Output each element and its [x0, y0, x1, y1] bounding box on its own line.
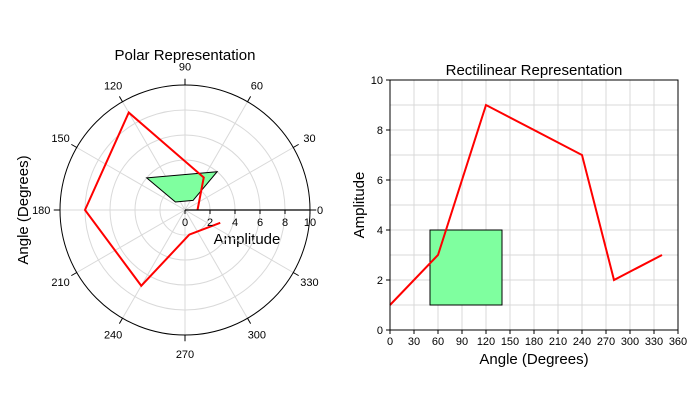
rect-x-tick-label: 90: [456, 336, 468, 348]
polar-angle-tick: [247, 96, 252, 102]
polar-grid-spoke: [184, 147, 294, 211]
rect-x-tick-label: 120: [477, 336, 495, 348]
rect-x-tick-label: 300: [621, 336, 639, 348]
polar-angle-tick-label: 90: [179, 61, 191, 73]
polar-radial-tick-label: 2: [207, 217, 213, 229]
rect-title: Rectilinear Representation: [446, 62, 623, 79]
polar-title: Polar Representation: [115, 47, 256, 64]
polar-angle-tick-label: 270: [176, 349, 194, 361]
polar-angle-tick-label: 180: [32, 205, 50, 217]
rect-x-tick-label: 270: [597, 336, 615, 348]
polar-angle-tick: [118, 318, 123, 324]
polar-grid-spoke: [184, 209, 248, 319]
polar-angle-tick-label: 210: [51, 277, 69, 289]
polar-radial-tick-label: 6: [257, 217, 263, 229]
rect-y-tick-label: 4: [377, 225, 383, 237]
rect-x-tick-label: 150: [501, 336, 519, 348]
polar-radial-label: Amplitude: [214, 231, 281, 248]
polar-radial-tick-label: 8: [282, 217, 288, 229]
rect-x-tick-label: 0: [387, 336, 393, 348]
rect-y-tick-label: 10: [371, 75, 383, 87]
polar-angle-tick-label: 120: [104, 81, 122, 93]
polar-grid-spoke: [76, 209, 186, 273]
polar-angle-tick: [293, 143, 299, 148]
rect-x-tick-label: 180: [525, 336, 543, 348]
rect-tick-labels: 0 30 60 90 120 150 180 210 240 270 300 330 360 0 2 4 6 8 1…: [371, 75, 687, 348]
polar-angle-tick-label: 240: [104, 329, 122, 341]
polar-angle-tick-label: 300: [248, 329, 266, 341]
polar-angle-tick: [71, 272, 77, 277]
polar-radial-tick-label: 0: [182, 217, 188, 229]
polar-angle-tick: [71, 143, 77, 148]
rect-rectangle: [429, 229, 503, 306]
polar-angle-tick-label: 330: [300, 277, 318, 289]
polar-angle-tick: [293, 272, 299, 277]
rect-y-tick-label: 8: [377, 125, 383, 137]
polar-angle-tick-label: 150: [51, 133, 69, 145]
polar-angle-tick-label: 30: [303, 133, 315, 145]
polar-y-label: Angle (Degrees): [15, 155, 32, 264]
polar-series-line: [83, 110, 221, 288]
rect-x-label: Angle (Degrees): [479, 351, 588, 368]
rect-y-tick-label: 0: [377, 325, 383, 337]
polar-rectangle-layer: [145, 171, 219, 203]
rect-x-tick-label: 60: [432, 336, 444, 348]
rect-x-tick-label: 210: [549, 336, 567, 348]
polar-rectangle: [145, 171, 219, 203]
rect-x-tick-label: 330: [645, 336, 663, 348]
polar-grid-spoke: [184, 209, 294, 273]
polar-grid-spoke: [76, 147, 186, 211]
rect-series-line: [389, 103, 663, 306]
polar-angle-tick-label: 60: [251, 81, 263, 93]
rect-y-tick-label: 6: [377, 175, 383, 187]
polar-series-layer: [83, 110, 221, 288]
polar-angle-tick: [118, 96, 123, 102]
rect-rectangle-layer: [429, 229, 503, 306]
polar-radial-tick-label: 4: [232, 217, 238, 229]
polar-radial-end-label: 0: [317, 205, 323, 217]
rect-x-tick-label: 360: [669, 336, 687, 348]
rect-x-tick-label: 240: [573, 336, 591, 348]
polar-radial-tick-label: 10: [304, 217, 316, 229]
rect-y-label: Amplitude: [351, 172, 368, 239]
rect-series-layer: [389, 103, 663, 306]
rect-y-tick-label: 2: [377, 275, 383, 287]
polar-angle-tick: [247, 318, 252, 324]
rectilinear-chart: Rectilinear Representation Angle (Degree…: [351, 62, 687, 368]
polar-grid-spoke: [122, 209, 186, 319]
polar-chart: Polar Representation Angle (Degrees) Amp…: [15, 47, 323, 361]
rect-x-tick-label: 30: [408, 336, 420, 348]
